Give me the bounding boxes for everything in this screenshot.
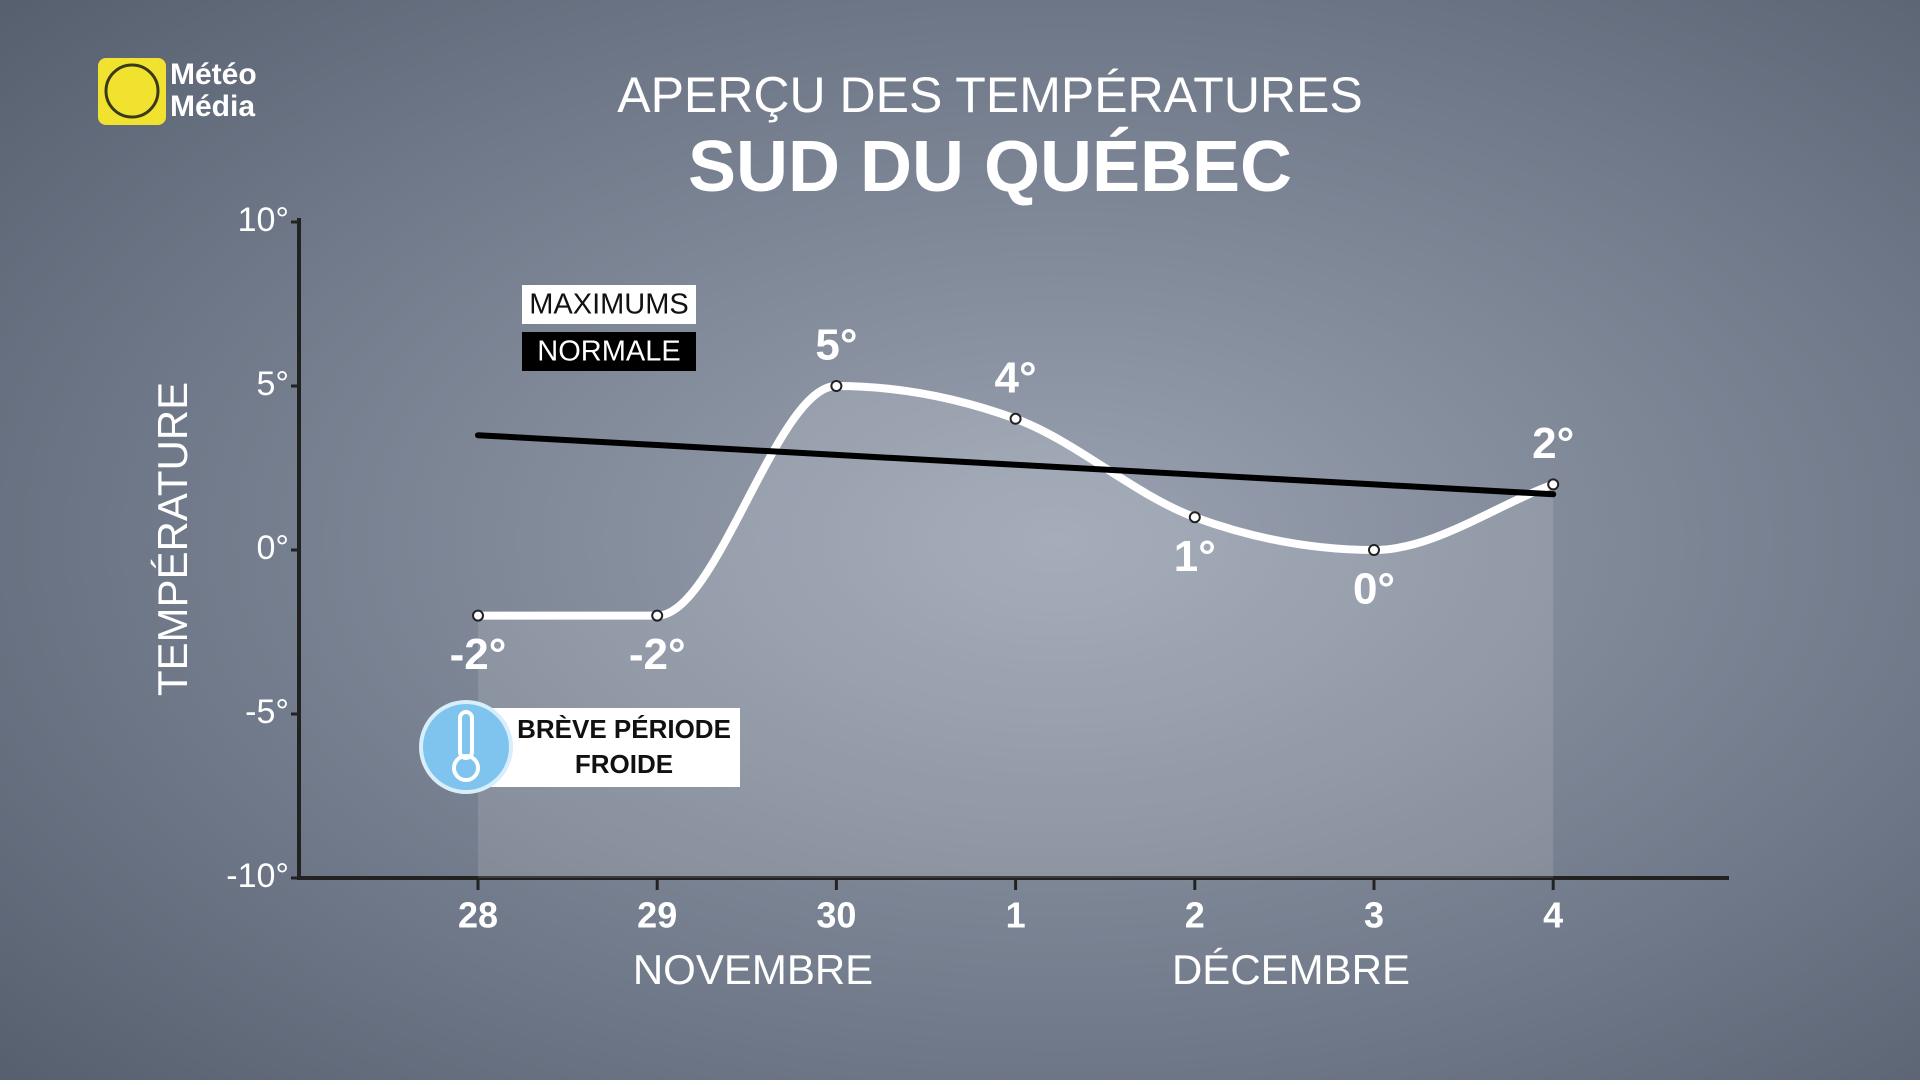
y-tick-label: 5° bbox=[256, 365, 289, 403]
point bbox=[1188, 511, 1201, 524]
annotation: BRÈVE PÉRIODE FROIDE bbox=[419, 700, 740, 794]
legend-label: MAXIMUMS bbox=[529, 289, 689, 321]
x-tick-label: 3 bbox=[1364, 895, 1384, 936]
value-label: 2° bbox=[1532, 419, 1574, 468]
value-label: 1° bbox=[1174, 532, 1216, 581]
annotation-text: FROIDE bbox=[575, 749, 673, 779]
series-line bbox=[475, 432, 1557, 498]
point bbox=[1368, 544, 1380, 556]
point bbox=[1009, 412, 1022, 425]
logo-mark bbox=[98, 58, 166, 125]
y-tick-label: 10° bbox=[238, 201, 289, 239]
annotation-icon bbox=[419, 700, 513, 794]
value-label: -2° bbox=[629, 630, 686, 679]
annotation-text: BRÈVE PÉRIODE bbox=[517, 714, 731, 744]
logo: Météo Média bbox=[98, 58, 257, 125]
legend-box bbox=[522, 332, 696, 371]
thermometer-bulb bbox=[452, 754, 480, 782]
chart-subtitle: SUD DU QUÉBEC bbox=[688, 127, 1292, 207]
point bbox=[472, 609, 484, 622]
x-tick-label: 28 bbox=[458, 895, 498, 936]
month-label: DÉCEMBRE bbox=[1172, 946, 1410, 993]
x-tick-label: 29 bbox=[637, 895, 677, 936]
month-label: NOVEMBRE bbox=[633, 946, 873, 993]
x-tick-label: 30 bbox=[816, 895, 856, 936]
chart-title: APERÇU DES TEMPÉRATURES bbox=[617, 67, 1363, 123]
value-label: -2° bbox=[450, 630, 507, 679]
y-axis-label: TEMPÉRATURE bbox=[149, 382, 196, 696]
y-tick-label: -5° bbox=[245, 693, 289, 731]
x-tick-label: 4 bbox=[1543, 895, 1563, 936]
logo-globe bbox=[104, 63, 160, 119]
value-label: 4° bbox=[995, 353, 1037, 402]
point bbox=[830, 380, 843, 392]
point bbox=[651, 609, 664, 622]
x-tick-label: 2 bbox=[1185, 895, 1205, 936]
legend-box bbox=[522, 285, 696, 324]
y-tick-label: 0° bbox=[256, 529, 289, 567]
logo-text: Média bbox=[170, 90, 255, 123]
value-label: 5° bbox=[815, 321, 857, 370]
x-tick-label: 1 bbox=[1006, 895, 1026, 936]
point bbox=[1547, 478, 1560, 491]
value-label: 0° bbox=[1353, 565, 1395, 614]
logo-text: Météo bbox=[170, 58, 257, 91]
y-tick-label: -10° bbox=[226, 857, 289, 895]
legend-label: NORMALE bbox=[537, 336, 680, 368]
